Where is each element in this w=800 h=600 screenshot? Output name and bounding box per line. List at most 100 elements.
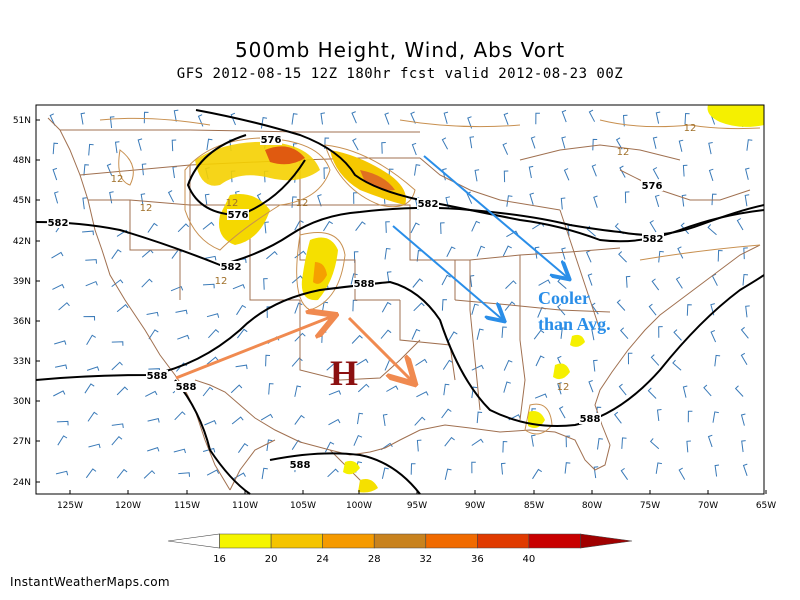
wind-barb — [111, 361, 123, 371]
wind-barb — [593, 359, 598, 372]
blue-arrow-northeast — [423, 155, 568, 278]
wind-barb — [167, 190, 175, 203]
wind-barb — [206, 313, 220, 318]
wind-barb — [446, 246, 456, 258]
longitude-labels: 125W 120W 115W 110W 105W 100W 95W 90W 85W 80W 75W 7… — [57, 490, 776, 511]
wind-barb — [235, 364, 248, 370]
wind-barb — [655, 111, 661, 124]
wind-barb — [328, 390, 342, 396]
vorticity-label: 12 — [684, 123, 697, 134]
wind-barb — [206, 356, 219, 365]
wind-barb — [650, 354, 660, 366]
wind-barb — [381, 142, 386, 154]
wind-barb — [353, 251, 359, 263]
wind-barb — [170, 285, 184, 292]
wind-barb — [471, 220, 481, 232]
wind-barb — [80, 112, 86, 125]
map-title: 500mb Height, Wind, Abs Vort — [234, 38, 566, 62]
wind-barb — [237, 328, 248, 339]
colorbar-tick-label: 24 — [316, 554, 329, 565]
wind-barb — [204, 193, 210, 206]
wind-barb — [382, 413, 388, 426]
wind-barb — [204, 255, 217, 261]
wind-barb — [561, 109, 567, 123]
wind-barb — [502, 142, 509, 155]
wind-barb — [506, 230, 519, 238]
wind-barb — [416, 391, 429, 398]
wind-barb — [505, 280, 517, 289]
wind-barb — [291, 196, 297, 208]
wind-barb — [711, 193, 717, 206]
colorbar-tick-label: 20 — [265, 554, 278, 565]
wind-barb — [263, 278, 268, 290]
wind-barb — [624, 191, 630, 204]
annotation-arrows — [175, 155, 568, 382]
longitude-label: 100W — [346, 501, 372, 511]
colorbar-swatch — [425, 533, 478, 549]
wind-barb — [682, 164, 688, 177]
wind-barb — [87, 411, 98, 422]
wind-barb — [84, 383, 95, 394]
wind-barb — [173, 109, 179, 122]
longitude-label: 70W — [698, 501, 718, 511]
wind-barb — [658, 250, 664, 263]
wind-barb — [49, 113, 56, 126]
wind-barb — [174, 411, 186, 421]
wind-barb — [237, 443, 249, 453]
vorticity-label: 12 — [226, 198, 239, 209]
vorticity-label: 12 — [296, 198, 309, 209]
wind-barb — [353, 434, 363, 446]
wind-barb — [591, 164, 597, 177]
wind-barb — [529, 192, 534, 205]
wind-barb — [232, 284, 246, 290]
wind-barb — [471, 303, 479, 315]
wind-barb — [291, 357, 303, 367]
wind-barb — [658, 326, 663, 338]
wind-barb — [744, 194, 750, 207]
height-contour-label: 576 — [261, 135, 282, 146]
wind-barb — [656, 409, 662, 421]
wind-barb — [530, 136, 536, 149]
wind-barb — [381, 301, 392, 313]
wind-barb — [116, 303, 129, 313]
wind-barb — [673, 329, 682, 341]
wind-barb — [356, 358, 369, 366]
wind-barb — [476, 411, 483, 424]
wind-barb — [742, 463, 748, 476]
wind-barb — [707, 434, 713, 448]
wind-barb — [742, 273, 749, 286]
wind-barb — [620, 467, 629, 480]
wind-barb — [625, 275, 631, 288]
wind-barb — [202, 283, 215, 289]
wind-barb — [678, 467, 686, 480]
wind-barb — [500, 462, 506, 475]
wind-barb — [558, 406, 566, 419]
vorticity-label: 12 — [140, 203, 153, 214]
wind-barb — [678, 139, 684, 152]
wind-barb — [714, 464, 720, 477]
wind-barb — [57, 435, 68, 446]
wind-barb — [111, 341, 124, 346]
wind-barb — [503, 170, 509, 183]
latitude-label: 27N — [13, 437, 31, 447]
wind-barb — [557, 303, 566, 316]
height-contour-label: 588 — [580, 414, 601, 425]
wind-barb — [687, 410, 693, 423]
longitude-label: 75W — [640, 501, 660, 511]
wind-barb — [447, 331, 458, 342]
wind-barb — [469, 136, 475, 149]
latitude-label: 42N — [13, 237, 31, 247]
wind-barb — [177, 223, 190, 233]
wind-barb — [563, 168, 570, 181]
wind-barb — [471, 461, 476, 474]
wind-barb — [85, 280, 98, 287]
wind-barb — [627, 352, 633, 365]
wind-barb — [677, 246, 684, 259]
height-contour-label: 576 — [642, 181, 663, 192]
blue-arrow-central — [392, 225, 503, 320]
wind-barb — [703, 384, 712, 397]
wind-barb — [680, 222, 689, 235]
wind-barb — [651, 278, 660, 291]
height-contour-label: 582 — [48, 218, 69, 229]
latitude-label: 24N — [13, 478, 31, 488]
